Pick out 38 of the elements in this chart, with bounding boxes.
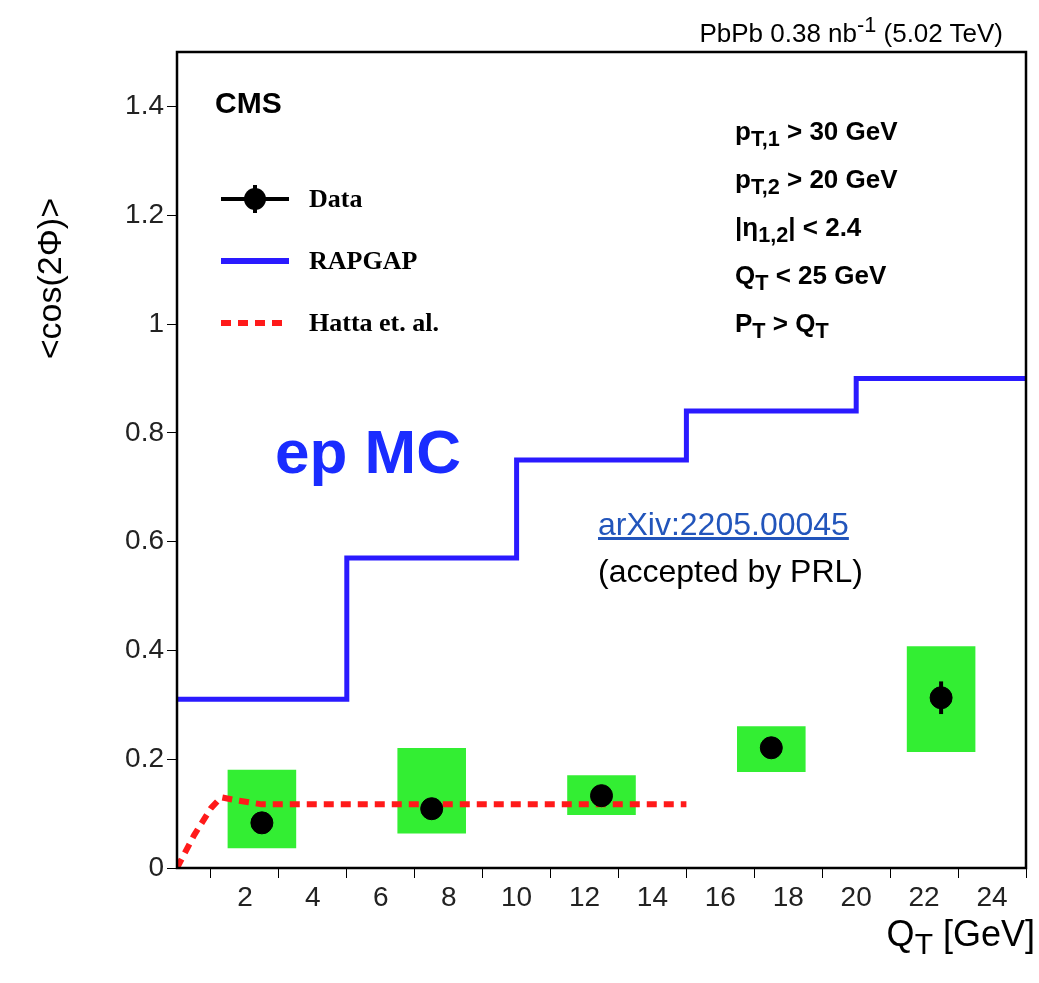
annotation: p$_{T,2}$ > 20 GeV (735, 164, 898, 201)
annotation: (accepted by PRL) (598, 553, 864, 590)
annotation: arXiv:2205.00045 (598, 506, 849, 543)
legend-label: Data (309, 184, 363, 214)
point (420, 797, 444, 821)
annotation: CMS (215, 86, 282, 120)
x-axis-title: Q$_{T}$ [GeV] (886, 913, 1035, 962)
y-tick-label: 1.2 (125, 197, 164, 229)
x-tick-label: 2 (237, 880, 253, 912)
annotation: ep MC (275, 416, 461, 487)
x-tick-label: 16 (704, 880, 736, 912)
y-tick-label: 1.4 (125, 89, 164, 121)
x-tick-label: 22 (908, 880, 940, 912)
bar (906, 646, 976, 752)
legend-label: Hatta et. al. (309, 308, 439, 338)
annotation: |η$_{1,2}$| < 2.4 (735, 212, 862, 249)
legend-label: RAPGAP (309, 246, 418, 276)
y-tick-label: 0.4 (125, 633, 164, 665)
x-tick-label: 20 (840, 880, 872, 912)
annotation: p$_{T,1}$ > 30 GeV (735, 116, 898, 153)
annotation: Q$_{T}$ < 25 GeV (735, 260, 887, 297)
point (250, 811, 274, 835)
x-tick-label: 24 (976, 880, 1008, 912)
y-tick-label: 0.8 (125, 415, 164, 447)
x-tick-label: 14 (636, 880, 669, 912)
x-tick-label: 6 (372, 880, 389, 912)
x-tick-label: 12 (568, 880, 601, 912)
y-tick-label: 0.6 (125, 524, 164, 556)
y-tick-label: 0 (148, 850, 164, 882)
chart-title: PbPb 0.38 nb$^{-1}$ (5.02 TeV) (699, 12, 1003, 49)
annotation: P$_{T}$ > Q$_{T}$ (735, 308, 829, 345)
x-tick-label: 10 (501, 880, 533, 912)
y-tick-label: 1 (148, 306, 164, 338)
x-tick-label: 18 (772, 880, 804, 912)
x-tick-label: 4 (305, 880, 321, 912)
x-tick-label: 8 (440, 880, 457, 912)
y-tick-label: 0.2 (125, 741, 164, 773)
y-axis-title: <cos(2Φ)> (30, 198, 69, 360)
